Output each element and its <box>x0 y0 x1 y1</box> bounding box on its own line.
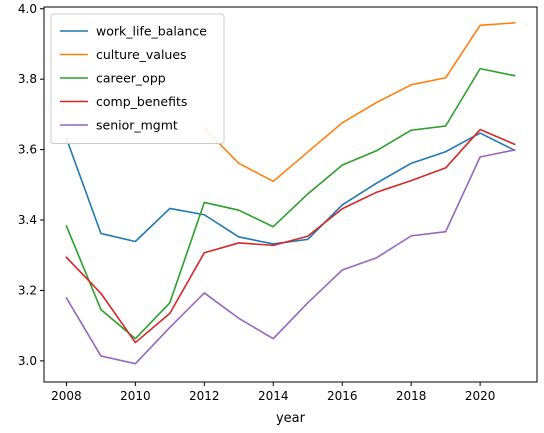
series-layer <box>65 21 516 365</box>
legend-label: work_life_balance <box>96 24 207 39</box>
series-line-work-life-balance <box>65 132 516 245</box>
y-tick-label: 3.2 <box>18 283 37 297</box>
series-line-career-opp <box>65 67 516 340</box>
x-tick-label: 2010 <box>120 389 151 403</box>
y-tick-label: 4.0 <box>18 2 37 16</box>
x-tick-label: 2018 <box>396 389 427 403</box>
y-tick-label: 3.8 <box>18 72 37 86</box>
legend-box <box>50 13 225 144</box>
legend-label: culture_values <box>96 47 187 62</box>
legend: work_life_balance culture_values career_op… <box>50 13 225 144</box>
x-tick-label: 2020 <box>465 389 496 403</box>
x-tick-label: 2014 <box>258 389 289 403</box>
x-axis-ticks: 2008 2010 2012 2014 2016 2018 2020 <box>51 382 495 403</box>
legend-label: senior_mgmt <box>96 118 178 133</box>
y-axis-ticks: 3.0 3.2 3.4 3.6 3.8 4.0 <box>18 2 44 368</box>
y-tick-label: 3.6 <box>18 143 37 157</box>
legend-label: career_opp <box>96 71 166 86</box>
series-line-senior-mgmt <box>65 149 516 365</box>
legend-label: comp_benefits <box>96 94 187 109</box>
y-tick-label: 3.0 <box>18 354 37 368</box>
series-line-comp-benefits <box>65 128 516 344</box>
series-line-culture-values <box>203 21 516 183</box>
x-tick-label: 2016 <box>327 389 358 403</box>
x-axis-title: year <box>276 411 306 426</box>
plot-frame <box>43 6 538 383</box>
y-tick-label: 3.4 <box>18 213 37 227</box>
x-tick-label: 2008 <box>51 389 82 403</box>
x-tick-label: 2012 <box>189 389 220 403</box>
